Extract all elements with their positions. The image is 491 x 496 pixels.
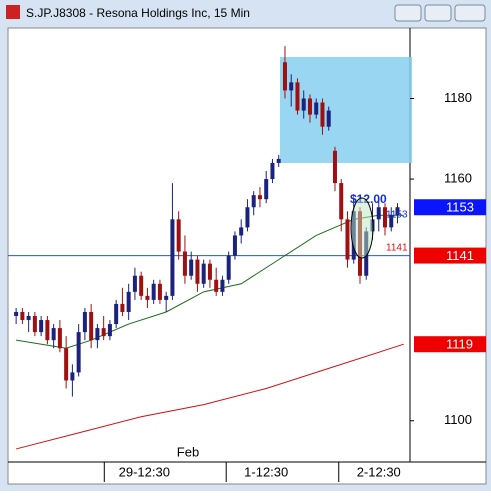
candle-body xyxy=(39,320,44,333)
candle-body xyxy=(389,215,394,228)
candle-body xyxy=(70,372,75,381)
candle-body xyxy=(170,219,175,296)
candle-body xyxy=(82,311,87,333)
price-tag-label: 1119 xyxy=(446,337,473,352)
x-tick-label: 29-12:30 xyxy=(119,464,170,479)
candle-body xyxy=(64,348,69,381)
candle-body xyxy=(326,110,331,127)
candle-body xyxy=(14,311,19,317)
price-tag xyxy=(414,199,486,216)
candle-body xyxy=(126,291,131,312)
selection-ellipse xyxy=(350,197,374,259)
candle-body xyxy=(339,183,344,220)
candle-body xyxy=(257,195,262,200)
annotation: 1153 xyxy=(386,210,408,221)
candle-body xyxy=(95,328,100,341)
candle-body xyxy=(176,219,181,252)
candle-body xyxy=(26,316,31,321)
candle-body xyxy=(245,207,250,228)
candle-body xyxy=(382,207,387,228)
candle-body xyxy=(345,219,350,260)
candle-body xyxy=(376,207,381,220)
candle-body xyxy=(114,303,119,325)
candle-body xyxy=(395,207,400,216)
candle-body xyxy=(164,295,169,300)
candle-body xyxy=(251,195,256,208)
y-tick-label: 1180 xyxy=(444,90,472,105)
candle-body xyxy=(151,283,156,300)
y-tick-label: 1160 xyxy=(444,170,472,185)
price-tag-label: 1141 xyxy=(446,248,474,263)
x-tick-label: 1-12:30 xyxy=(244,464,288,479)
candle-body xyxy=(145,295,150,300)
price-tag xyxy=(414,336,486,353)
candle-body xyxy=(120,303,125,312)
candle-body xyxy=(157,283,162,300)
candle-body xyxy=(282,62,287,91)
candle-body xyxy=(220,279,225,292)
candle-body xyxy=(295,82,300,111)
candle-body xyxy=(101,328,106,337)
candle-body xyxy=(182,251,187,276)
candle-body xyxy=(89,311,94,341)
minimize-button[interactable] xyxy=(394,4,422,22)
candle-body xyxy=(226,255,231,280)
candle-body xyxy=(307,98,312,115)
candle-body xyxy=(32,316,37,333)
app-icon xyxy=(6,5,20,19)
maximize-button[interactable] xyxy=(424,4,452,22)
candle-body xyxy=(232,235,237,256)
candle-body xyxy=(51,328,56,341)
candle-body xyxy=(189,259,194,276)
plot: 1100 1160 1180 29-12:30 1-12:30 2-12:30 1153 11… xyxy=(8,46,486,482)
candle-body xyxy=(289,82,294,91)
candle-body xyxy=(132,275,137,292)
candle-body xyxy=(76,332,81,373)
candle-body xyxy=(314,102,319,115)
close-button[interactable] xyxy=(454,4,486,22)
highlight-box xyxy=(280,57,412,163)
candle-body xyxy=(320,102,325,127)
moving-average xyxy=(16,343,404,450)
candle-body xyxy=(57,328,62,349)
window-title: S.JP.J8308 - Resona Holdings Inc, 15 Min xyxy=(26,6,250,20)
candle-body xyxy=(20,311,25,321)
candle-body xyxy=(276,158,281,163)
price-tag-label: 1153 xyxy=(446,200,474,215)
candle-body xyxy=(301,98,306,111)
candle-body xyxy=(201,263,206,284)
candle-body xyxy=(332,150,337,184)
price-tag xyxy=(414,247,486,264)
annotation: Feb xyxy=(177,444,199,459)
candle-body xyxy=(195,259,200,284)
candle-body xyxy=(270,162,275,180)
candle-body xyxy=(107,324,112,337)
candle-body xyxy=(239,227,244,236)
candle-body xyxy=(207,263,212,280)
candle-body xyxy=(139,275,144,296)
y-tick-label: 1100 xyxy=(444,412,472,427)
candle-body xyxy=(45,320,50,341)
x-tick-label: 2-12:30 xyxy=(357,464,401,479)
annotation: 1141 xyxy=(386,243,408,254)
candle-body xyxy=(214,279,219,292)
candle-body xyxy=(264,179,269,200)
